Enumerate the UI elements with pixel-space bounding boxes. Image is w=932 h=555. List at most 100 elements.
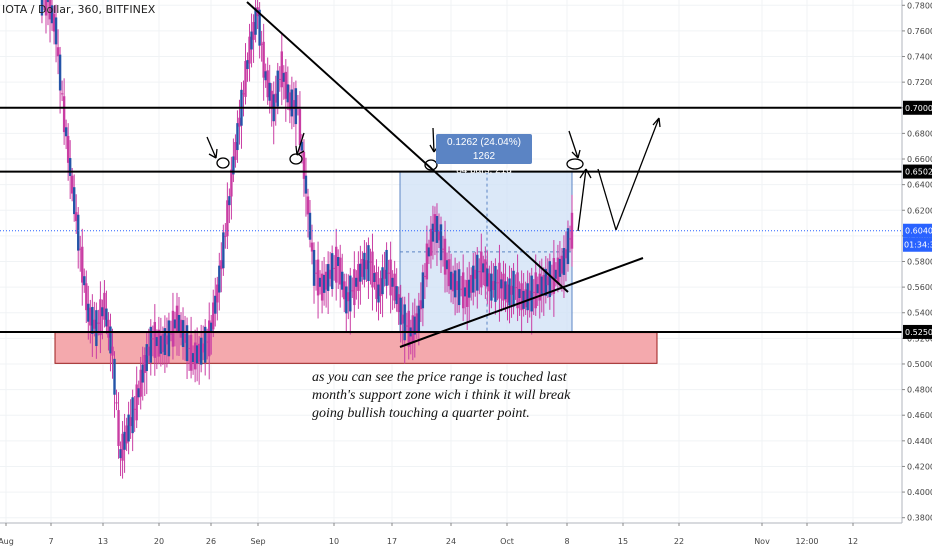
- candle-body: [385, 249, 388, 286]
- candle-body: [488, 273, 491, 292]
- candle-body: [222, 232, 225, 269]
- candle-body: [365, 260, 368, 270]
- candle-body: [447, 259, 451, 287]
- candle-body: [451, 273, 455, 292]
- candle-body: [377, 284, 380, 303]
- candle-body: [294, 88, 298, 125]
- candle-body: [64, 127, 68, 137]
- candle-body: [332, 267, 336, 269]
- candle-body: [449, 271, 453, 290]
- candle-body: [546, 276, 550, 286]
- candle-body: [167, 320, 171, 357]
- level-label: 0.6502: [905, 168, 932, 177]
- candle-body: [121, 433, 124, 461]
- candle-body: [286, 84, 290, 103]
- candle-body: [381, 267, 384, 295]
- ascending-trendline: [399, 257, 644, 348]
- candle-body: [538, 273, 541, 301]
- candle-body: [236, 123, 239, 151]
- candle-body: [191, 353, 195, 363]
- annotation-text: as you can see the price range is touche…: [312, 369, 571, 423]
- candle-body: [244, 61, 247, 97]
- zone-layer: [54, 171, 658, 364]
- candle-body: [87, 303, 90, 322]
- candle-body: [347, 292, 350, 302]
- candle-body: [246, 60, 249, 70]
- candle-body: [457, 269, 461, 306]
- candle-body: [502, 273, 505, 301]
- candle-body: [562, 248, 566, 275]
- last-price-label: 0.6040: [905, 227, 932, 236]
- arrow-up-icon: [577, 168, 592, 232]
- candle-body: [504, 281, 507, 300]
- candle-body: [564, 249, 568, 259]
- candle-body: [383, 269, 386, 279]
- candle-body: [393, 273, 396, 301]
- last-price-label-bg: [903, 223, 932, 238]
- descending-trendline: [246, 1, 569, 293]
- candle-body: [401, 314, 404, 324]
- candle-body: [103, 292, 106, 320]
- candle-body: [514, 287, 517, 289]
- annotation-line: month's support zone wich i think it wil…: [312, 388, 571, 403]
- candle-body: [238, 117, 241, 127]
- candle-body: [391, 277, 394, 287]
- candle-body: [498, 262, 501, 299]
- candle-body: [149, 326, 152, 363]
- x-tick-label: 10: [329, 537, 339, 546]
- candle-body: [210, 322, 213, 332]
- candle-body: [123, 431, 126, 450]
- candle-body: [320, 273, 324, 301]
- candle-body: [151, 338, 154, 340]
- candle-body: [542, 274, 545, 293]
- candle-body: [216, 284, 219, 303]
- candle-body: [308, 212, 312, 240]
- candle-body: [77, 214, 80, 251]
- candle-body: [99, 299, 102, 336]
- candle-body: [206, 341, 209, 343]
- candle-body: [478, 271, 481, 273]
- candle-body: [153, 322, 157, 358]
- candle-body: [62, 96, 66, 133]
- candle-body: [79, 248, 82, 250]
- candle-body: [459, 288, 463, 290]
- candle-body: [276, 70, 279, 107]
- candle-body: [171, 310, 175, 347]
- candle-body: [135, 384, 138, 421]
- candle-body: [552, 257, 556, 294]
- candle-body: [161, 334, 165, 353]
- candle-body: [433, 214, 437, 233]
- candle-body: [125, 425, 128, 444]
- candle-body: [252, 21, 255, 40]
- candle-body: [417, 305, 421, 333]
- candle-body: [468, 279, 471, 298]
- candle-body: [201, 343, 205, 353]
- candle-body: [66, 135, 70, 163]
- candle-body: [179, 319, 183, 338]
- candle-body: [58, 54, 62, 91]
- x-tick-label: 8: [564, 537, 569, 546]
- candle-body: [284, 71, 288, 99]
- measure-tooltip: 0.1262 (24.04%) 1262 84 bars, 21d: [436, 134, 532, 176]
- candle-body: [508, 278, 511, 306]
- candle-body: [516, 272, 519, 309]
- candle-body: [353, 269, 356, 306]
- candle-body: [113, 358, 116, 395]
- candle-body: [341, 271, 344, 290]
- candle-body: [556, 257, 560, 285]
- x-tick-label: 12:00: [795, 537, 818, 546]
- candle-body: [441, 248, 445, 250]
- candle-body: [143, 355, 146, 373]
- candle-body: [494, 265, 497, 302]
- candle-body: [183, 333, 187, 343]
